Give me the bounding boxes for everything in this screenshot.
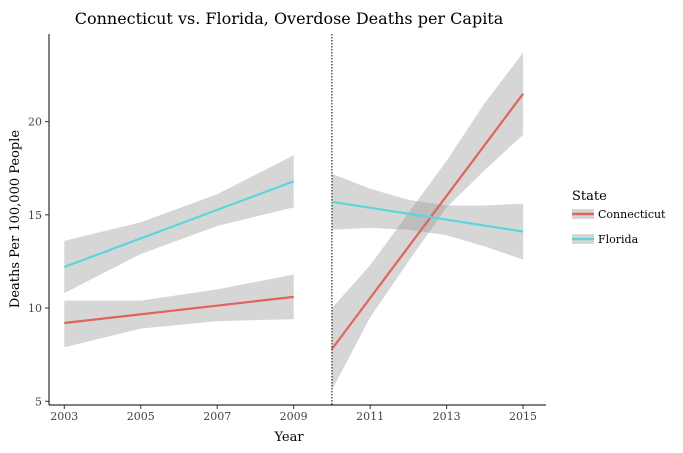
legend-key-connecticut: [572, 209, 594, 219]
legend-title: State: [572, 189, 607, 204]
x-axis-ticks: 2003 2005 2007 2009 2011 2013 2015: [50, 405, 537, 423]
series-lines: [63, 93, 524, 350]
legend-label-florida: Florida: [598, 233, 639, 246]
line-connecticut-0: [64, 295, 294, 325]
y-axis-ticks: 5 10 15 20: [28, 116, 49, 408]
chart-title: Connecticut vs. Florida, Overdose Deaths…: [75, 9, 504, 28]
x-tick-label-2003: 2003: [50, 410, 78, 423]
y-axis-title: Deaths Per 100,000 People: [8, 130, 23, 309]
legend-label-connecticut: Connecticut: [598, 208, 666, 221]
line-florida-1: [331, 200, 524, 233]
line-florida-0: [63, 180, 295, 269]
y-tick-label-5: 5: [35, 395, 42, 408]
x-tick-label-2013: 2013: [433, 410, 461, 423]
y-tick-label-20: 20: [28, 116, 42, 129]
y-tick-label-15: 15: [28, 209, 42, 222]
x-tick-label-2007: 2007: [203, 410, 231, 423]
x-tick-label-2011: 2011: [356, 410, 384, 423]
x-tick-label-2009: 2009: [280, 410, 308, 423]
x-axis-title: Year: [273, 430, 304, 445]
legend-key-florida: [572, 234, 594, 244]
y-tick-label-10: 10: [28, 302, 42, 315]
x-tick-label-2005: 2005: [127, 410, 155, 423]
legend: State Connecticut Florida: [572, 189, 666, 246]
line-connecticut-1: [331, 93, 524, 350]
x-tick-label-2015: 2015: [509, 410, 537, 423]
